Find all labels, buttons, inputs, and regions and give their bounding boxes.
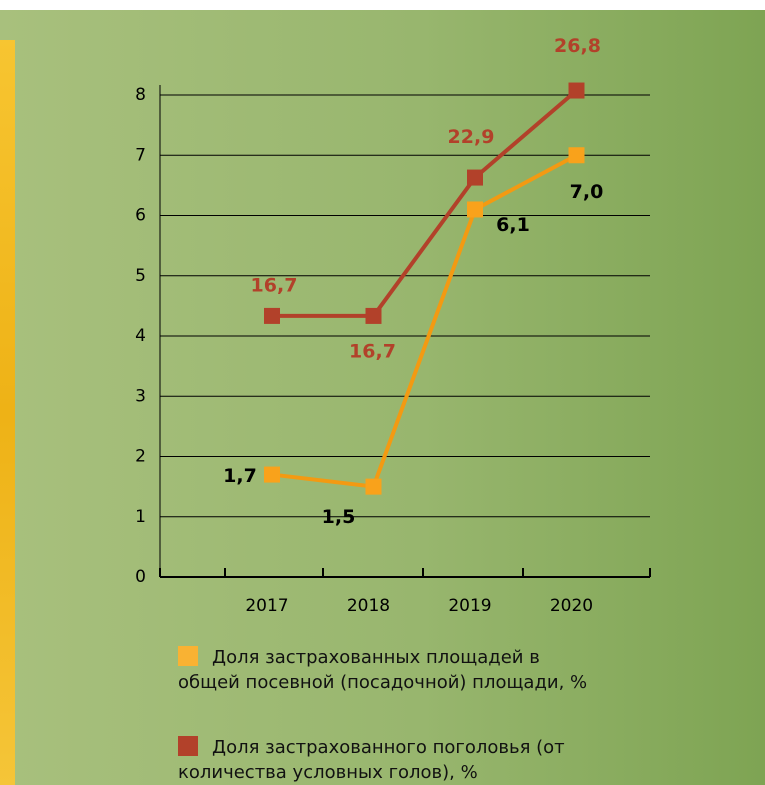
y-tick-label: 0 <box>135 567 146 587</box>
point-marker <box>365 307 382 324</box>
series-line <box>271 153 578 489</box>
y-tick-label: 5 <box>135 266 146 286</box>
point-marker <box>264 466 280 483</box>
x-tick-label: 2017 <box>245 596 288 616</box>
x-tick-label: 2018 <box>347 596 390 616</box>
y-tick-label: 2 <box>135 447 146 467</box>
point-marker <box>365 478 382 495</box>
legend-item: Доля застрахованного поголовья (от колич… <box>178 735 598 785</box>
top-band <box>0 0 765 10</box>
x-tick-label: 2020 <box>550 596 593 616</box>
point-marker <box>568 82 585 99</box>
point-marker <box>568 147 585 164</box>
data-label: 16,7 <box>349 340 396 362</box>
legend-label: Доля застрахованного поголовья (от колич… <box>178 737 565 783</box>
legend-swatch <box>178 646 198 666</box>
data-label: 1,5 <box>322 506 356 528</box>
data-label: 7,0 <box>570 181 604 203</box>
data-label: 1,7 <box>223 465 257 487</box>
data-label: 26,8 <box>554 35 601 57</box>
series-line <box>272 89 578 318</box>
y-tick-label: 7 <box>135 145 146 165</box>
point-marker <box>467 201 483 218</box>
x-tick-label: 2019 <box>448 596 491 616</box>
side-strip <box>0 40 15 785</box>
legend-swatch <box>178 736 198 756</box>
y-tick-label: 4 <box>135 326 146 346</box>
data-label: 16,7 <box>251 274 298 296</box>
data-label: 22,9 <box>448 126 495 148</box>
y-tick-label: 8 <box>135 85 146 105</box>
y-tick-label: 3 <box>135 386 146 406</box>
x-axis-ticks <box>159 568 651 577</box>
legend-item: Доля застрахованных площадей в общей пос… <box>178 645 598 695</box>
y-tick-label: 6 <box>135 206 146 226</box>
y-tick-label: 1 <box>135 507 146 527</box>
point-marker <box>264 307 280 324</box>
point-marker <box>467 169 483 186</box>
legend-label: Доля застрахованных площадей в общей пос… <box>178 647 588 693</box>
data-label: 6,1 <box>496 214 530 236</box>
